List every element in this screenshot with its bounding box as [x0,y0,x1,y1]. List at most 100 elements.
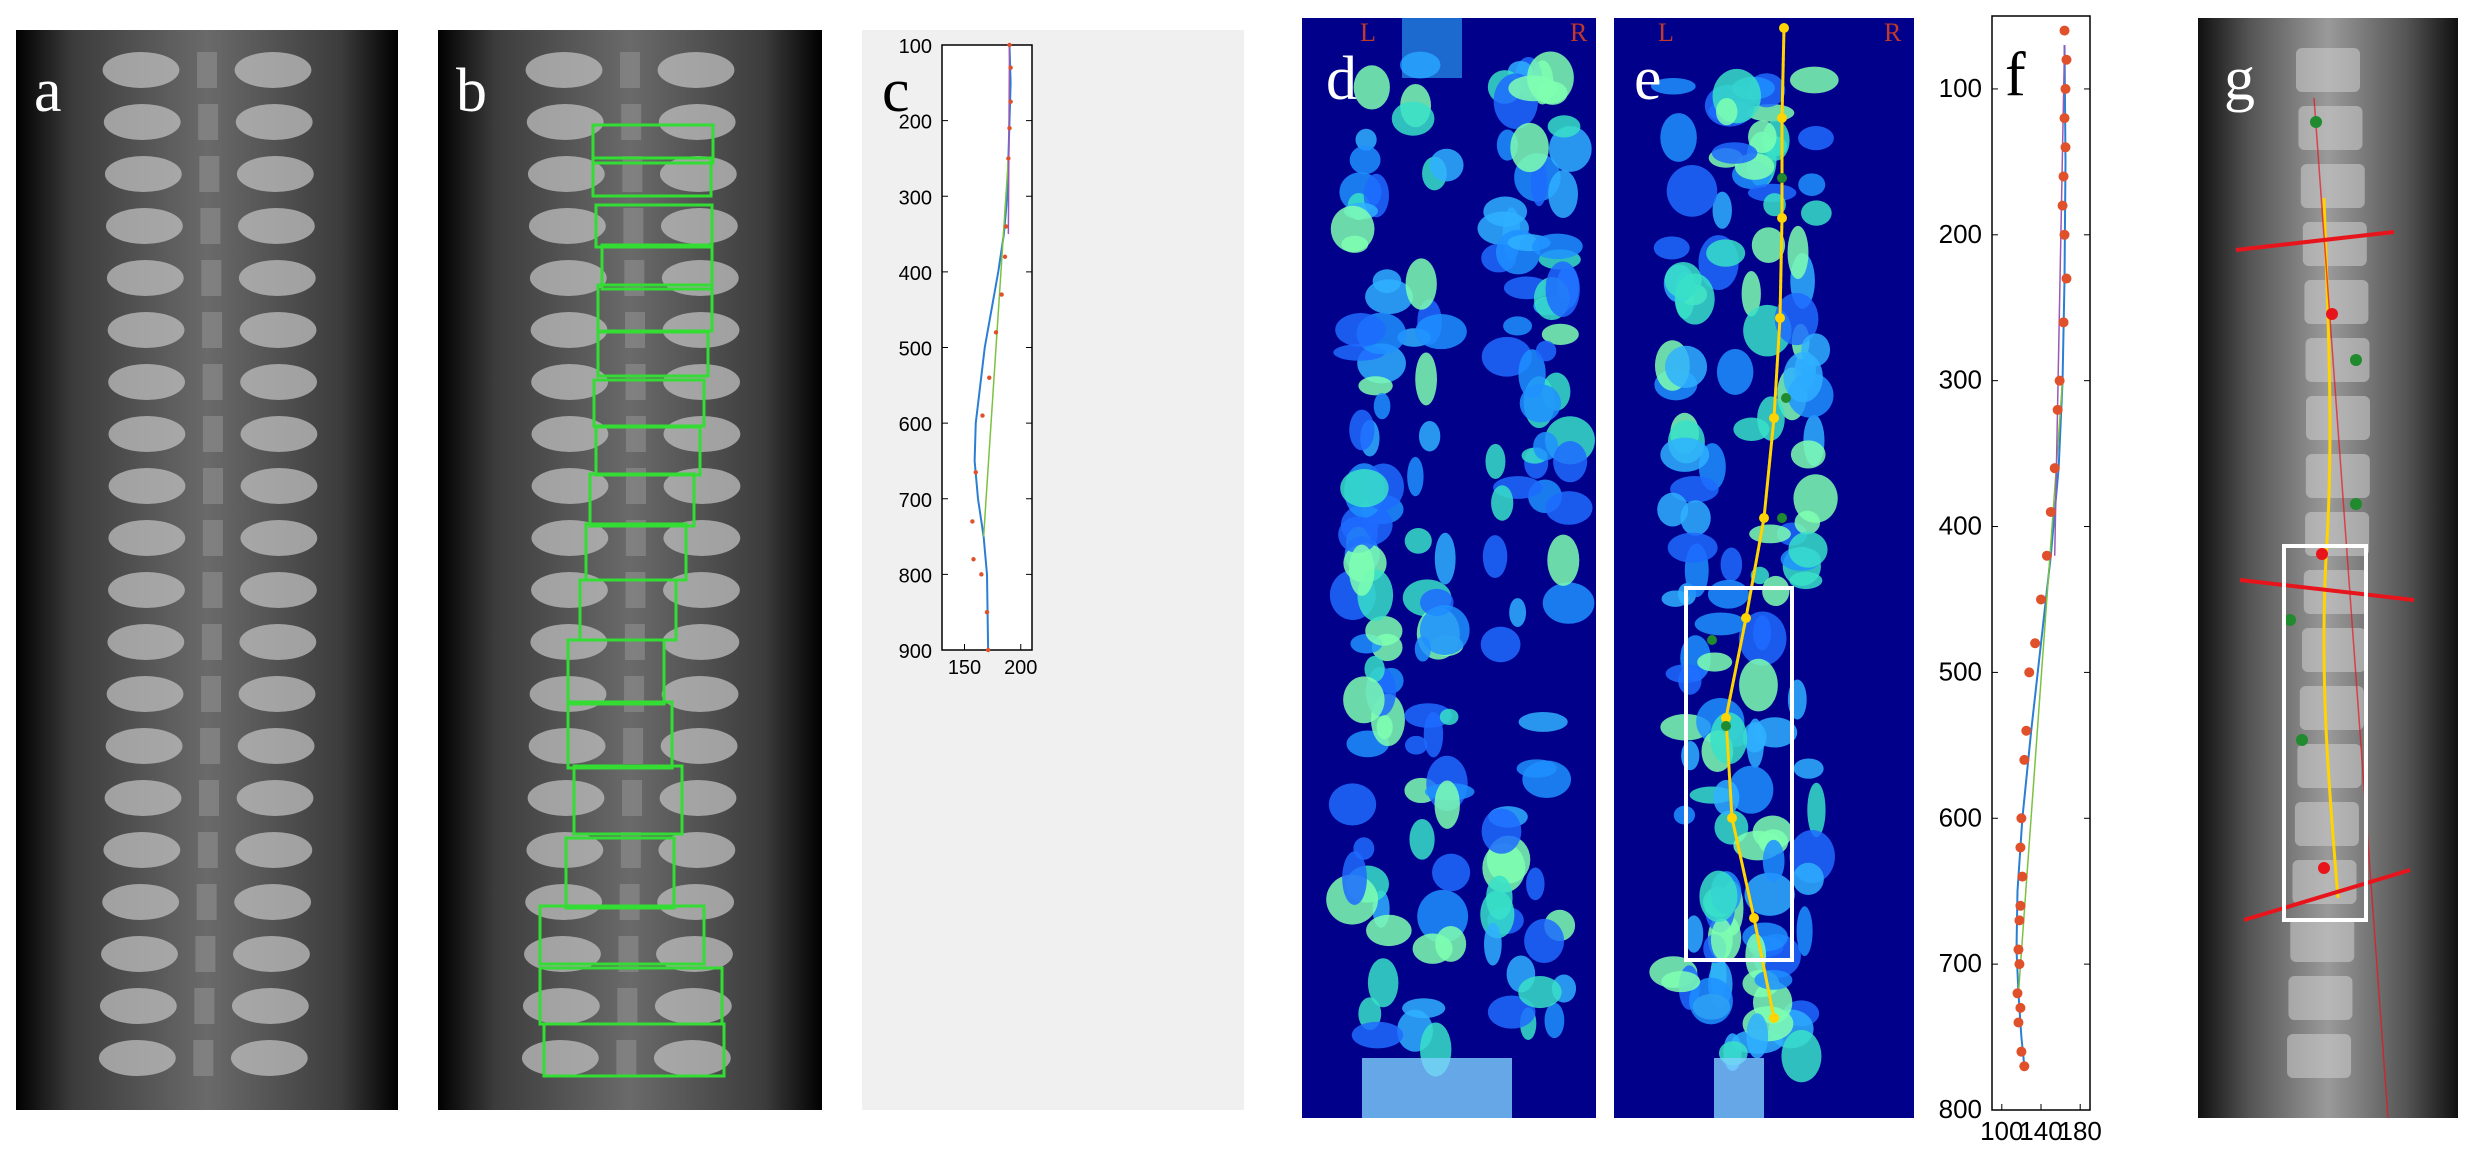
fit-curve [2015,45,2067,1067]
detection-box [600,243,714,291]
y-tick-label: 900 [899,641,932,663]
data-point [2061,54,2072,65]
data-point [2015,842,2026,853]
panel-c-plot: 100 200 300 400 500 600 700 800 900 150 200 c [862,30,1244,1110]
data-point [2045,506,2056,517]
data-point [2059,25,2070,36]
detection-box [588,472,696,528]
data-point [2030,638,2041,649]
plot-area [1991,15,2091,1111]
spline-point [1741,613,1751,623]
data-point [2012,988,2023,999]
data-point [987,375,992,380]
y-tick-label: 400 [899,263,932,285]
landmark-point [2326,308,2338,320]
data-point [999,292,1004,297]
panel-d-heatmap: L R d [1302,18,1596,1118]
spline-point [1721,713,1731,723]
detection-box [572,764,684,836]
detection-box [596,330,710,378]
x-tick-label: 180 [2059,1116,2102,1146]
spline-point [1727,813,1737,823]
data-point [2014,959,2025,970]
data-point [1003,224,1009,229]
curve-plot-c: 100 200 300 400 500 600 700 800 900 150 200 [899,36,1038,679]
y-tick-label: 100 [1939,73,1982,103]
y-tick-label: 500 [899,339,932,361]
landmark-point [1707,635,1717,645]
x-tick-label: 200 [1004,657,1037,679]
panel-label: d [1326,45,1357,113]
panel-b-image: b [438,30,822,1110]
data-point [2013,1017,2024,1028]
y-tick-label: 700 [1939,948,1982,978]
landmark-point [2318,862,2330,874]
spline-point [1779,23,1789,33]
y-tick-label: 300 [1939,365,1982,395]
panel-f-plot: 100 200 300 400 500 600 700 800 100 140 180 f [1930,10,2180,1165]
spline-point [1759,513,1769,523]
data-point [2014,915,2025,926]
right-marker: R [1570,18,1588,47]
detection-box [566,638,666,706]
data-point [984,609,990,615]
spline-point [1769,413,1779,423]
data-point [2057,200,2068,211]
y-tick-label: 200 [1939,219,1982,249]
data-point [2024,667,2035,678]
spline-point [1769,1013,1779,1023]
data-point [1007,42,1012,48]
y-tick-label: 400 [1939,511,1982,541]
data-point [2054,375,2065,386]
data-point [1008,99,1013,104]
detection-box [591,156,713,198]
data-point [973,470,978,475]
data-point [2041,550,2052,561]
data-point [2016,1046,2027,1057]
landmark-point [2316,548,2328,560]
data-point [2036,594,2046,605]
panel-a-image: a [16,30,398,1110]
spline-point [1777,113,1787,123]
segment-line [982,158,1010,537]
landmark-point [2350,354,2362,366]
spline-point [1775,313,1785,323]
detection-box [542,1022,726,1078]
roi-box [2282,544,2368,922]
right-marker: R [1884,18,1902,47]
segment-line [1007,44,1011,235]
data-point [1008,65,1013,70]
y-tick-label: 200 [899,112,932,134]
reference-line [2313,97,2389,1118]
panel-label: g [2224,45,2255,113]
data-point [2019,754,2030,765]
spline-point [1777,213,1787,223]
spine-heatmap-image [1326,18,1595,1118]
spine-spline-image [1649,23,1839,1118]
data-point [985,647,991,653]
panel-g-xray: g [2198,18,2458,1118]
data-point [2060,142,2071,153]
left-marker: L [1658,18,1674,47]
data-point [2058,317,2069,328]
data-point [2021,725,2032,736]
tilt-line [2243,868,2411,922]
data-point [971,557,976,562]
detection-box [538,904,706,966]
data-point [1007,125,1012,131]
data-point [2059,229,2070,240]
landmark-point [2350,498,2362,510]
y-tick-label: 800 [899,565,932,587]
landmark-point [1777,173,1787,183]
landmark-point [2310,116,2322,128]
y-tick-label: 500 [1939,656,1982,686]
landmark-point [1781,393,1791,403]
panel-e-heatmap: L R e [1614,18,1914,1118]
roi-box [1684,586,1794,962]
landmark-point [2284,614,2296,626]
x-tick-label: 150 [948,657,981,679]
data-point [970,519,975,524]
data-point [2052,404,2063,415]
landmark-point [1777,513,1787,523]
